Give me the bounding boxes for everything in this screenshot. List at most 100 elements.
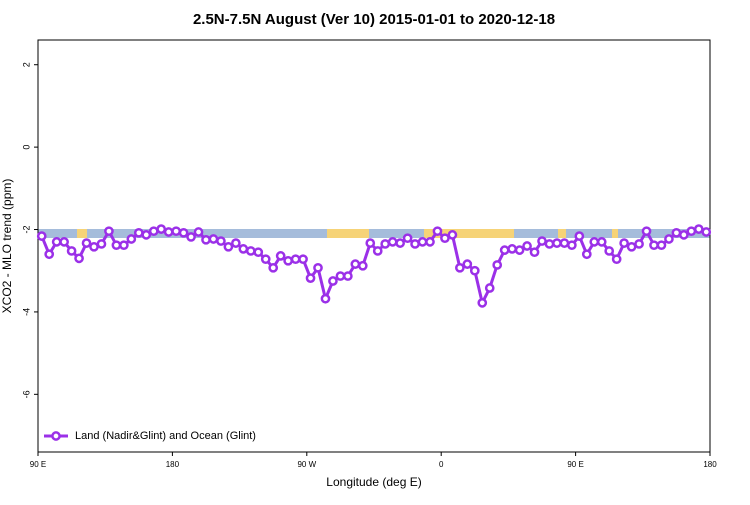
data-point — [104, 226, 114, 237]
data-point — [380, 239, 391, 249]
data-point — [649, 240, 659, 251]
data-point — [574, 231, 585, 241]
data-point — [477, 298, 488, 308]
data-point — [417, 237, 428, 247]
data-point — [148, 226, 159, 237]
data-point — [372, 246, 383, 256]
data-point — [619, 238, 629, 248]
data-point — [223, 241, 234, 252]
data-point — [499, 245, 510, 255]
data-point — [59, 237, 69, 247]
data-point — [492, 260, 503, 270]
data-point — [656, 240, 667, 251]
data-point — [686, 226, 697, 237]
data-point — [268, 262, 279, 273]
land-strip — [424, 229, 514, 238]
x-tick-label: 90 E — [567, 460, 583, 469]
data-point — [81, 238, 92, 248]
data-point — [89, 241, 99, 252]
data-point — [74, 253, 84, 264]
data-point — [514, 245, 525, 255]
data-point — [283, 255, 293, 266]
data-point — [253, 247, 264, 258]
y-tick-label: -2 — [21, 226, 31, 234]
data-point — [365, 238, 376, 248]
data-point — [133, 227, 144, 238]
data-point — [141, 230, 152, 240]
data-point — [626, 241, 637, 252]
data-point — [552, 238, 562, 248]
ocean-strip — [38, 229, 710, 238]
chart-title: 2.5N-7.5N August (Ver 10) 2015-01-01 to … — [193, 11, 555, 28]
x-tick-label: 90 E — [30, 460, 46, 469]
y-tick-label: -6 — [21, 390, 31, 398]
data-point — [313, 262, 323, 273]
data-point — [44, 249, 55, 260]
x-tick-label: 90 W — [297, 460, 316, 469]
y-tick-label: -4 — [21, 308, 31, 316]
data-point — [484, 283, 495, 293]
data-point — [186, 232, 196, 242]
data-point — [440, 233, 450, 244]
data-point — [507, 244, 517, 254]
data-point — [425, 237, 435, 247]
data-point — [581, 249, 592, 260]
data-point — [163, 227, 174, 237]
data-point — [432, 226, 443, 237]
data-point — [201, 234, 211, 245]
legend-label: Land (Nadir&Glint) and Ocean (Glint) — [75, 430, 256, 442]
data-point — [51, 237, 62, 247]
data-point — [589, 237, 600, 247]
data-point — [634, 239, 644, 249]
data-point — [567, 240, 577, 251]
data-point — [693, 224, 704, 234]
data-point — [231, 238, 241, 248]
data-point — [111, 240, 122, 251]
data-point — [245, 246, 256, 256]
data-point — [410, 239, 420, 249]
data-point — [664, 234, 674, 244]
data-point — [238, 244, 249, 254]
legend-marker — [51, 431, 61, 441]
data-point — [126, 234, 137, 244]
plot-frame — [37, 39, 711, 453]
y-tick-label: 0 — [21, 145, 31, 150]
data-point — [96, 239, 107, 249]
y-axis-label: XCO2 - MLO trend (ppm) — [0, 179, 14, 314]
land-ocean-strip — [38, 229, 710, 238]
land-strip — [558, 229, 566, 238]
data-point — [335, 271, 346, 281]
data-point — [604, 246, 615, 256]
data-point — [402, 233, 413, 244]
data-point — [290, 254, 301, 265]
data-point — [395, 238, 405, 248]
data-point — [350, 259, 361, 269]
data-point — [328, 276, 338, 286]
data-point — [522, 241, 532, 251]
data-point — [537, 236, 547, 246]
data-point — [469, 265, 480, 276]
data-point — [305, 273, 316, 283]
data-point — [462, 259, 473, 269]
data-point — [671, 227, 682, 238]
data-point — [701, 227, 712, 237]
data-point — [320, 293, 331, 304]
data-point — [641, 226, 652, 237]
data-point — [298, 254, 308, 265]
data-point — [275, 251, 286, 261]
data-point — [447, 230, 458, 240]
data-point — [455, 262, 465, 273]
data-point — [387, 237, 398, 247]
data-point — [260, 254, 271, 265]
data-point — [679, 230, 689, 240]
land-strip — [612, 229, 618, 238]
data-point — [559, 238, 570, 248]
x-axis-label: Longitude (deg E) — [326, 475, 421, 489]
data-point — [596, 237, 607, 247]
y-tick-label: 2 — [21, 62, 31, 67]
data-point — [529, 247, 540, 258]
data-point — [208, 234, 219, 244]
data-point — [156, 224, 167, 234]
data-point — [216, 236, 226, 246]
